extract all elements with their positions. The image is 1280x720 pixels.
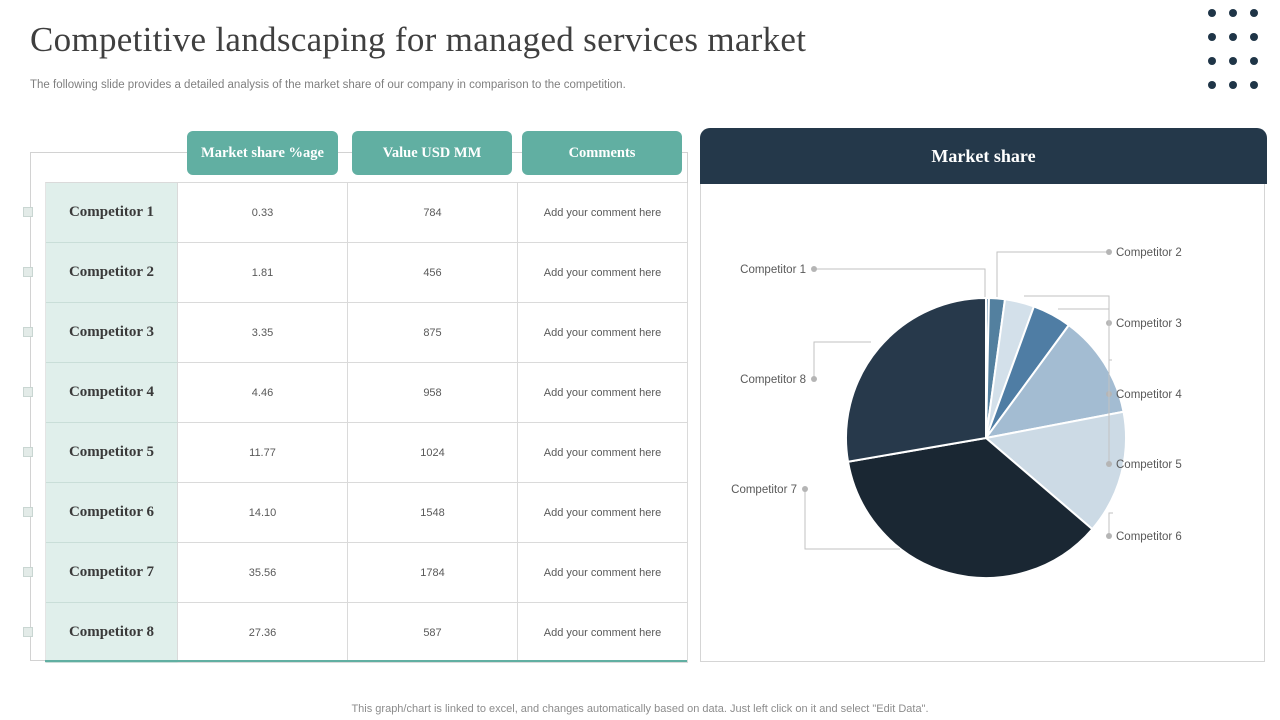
competitor-name-cell: Competitor 7 <box>46 543 178 603</box>
pie-chart[interactable]: Competitor 1 Competitor 2 Competitor 3 Comp… <box>701 129 1266 663</box>
pie-label: Competitor 2 <box>1116 247 1182 259</box>
comment-cell[interactable]: Add your comment here <box>518 243 688 303</box>
pie-label: Competitor 5 <box>1116 459 1182 471</box>
leader-line <box>814 268 986 297</box>
comment-cell[interactable]: Add your comment here <box>518 303 688 363</box>
comment-cell[interactable]: Add your comment here <box>518 543 688 603</box>
leader-line <box>996 251 1109 297</box>
pie-slice-competitor-7[interactable] <box>847 437 1094 579</box>
value-usd-cell: 1784 <box>348 543 518 603</box>
row-marker <box>23 327 33 337</box>
column-header-value-usd: Value USD MM <box>352 131 512 175</box>
row-marker <box>23 627 33 637</box>
comment-cell[interactable]: Add your comment here <box>518 423 688 483</box>
value-usd-cell: 784 <box>348 183 518 243</box>
market-share-cell: 4.46 <box>178 363 348 423</box>
market-share-cell: 11.77 <box>178 423 348 483</box>
market-share-chart-panel[interactable]: Competitor 1 Competitor 2 Competitor 3 Comp… <box>700 128 1267 663</box>
leader-dot <box>1106 249 1112 255</box>
row-marker <box>23 447 33 457</box>
pie-label: Competitor 8 <box>740 374 806 386</box>
market-share-cell: 14.10 <box>178 483 348 543</box>
table-bottom-accent <box>45 660 687 662</box>
pie-label: Competitor 7 <box>731 484 797 496</box>
row-marker <box>23 507 33 517</box>
value-usd-cell: 875 <box>348 303 518 363</box>
excel-link-note: This graph/chart is linked to excel, and… <box>351 703 929 715</box>
pie-label: Competitor 1 <box>740 264 806 276</box>
pie-slice-competitor-6[interactable] <box>985 410 1127 531</box>
decorative-dots-grid <box>1202 9 1264 89</box>
competitor-name-cell: Competitor 2 <box>46 243 178 303</box>
market-share-cell: 1.81 <box>178 243 348 303</box>
competitor-name-cell: Competitor 4 <box>46 363 178 423</box>
market-share-cell: 0.33 <box>178 183 348 243</box>
pie-label: Competitor 4 <box>1116 389 1182 401</box>
pie-slice-competitor-8[interactable] <box>845 297 987 463</box>
dot <box>1228 9 1237 17</box>
column-header-market-share: Market share %age <box>187 131 338 175</box>
pie-label: Competitor 3 <box>1116 318 1182 330</box>
page-title: Competitive landscaping for managed serv… <box>30 20 807 59</box>
row-marker <box>23 267 33 277</box>
dot <box>1249 81 1258 89</box>
row-marker <box>23 207 33 217</box>
leader-dot <box>802 486 808 492</box>
dot <box>1208 33 1217 41</box>
comment-cell[interactable]: Add your comment here <box>518 603 688 663</box>
leader-dot <box>811 266 817 272</box>
market-share-cell: 27.36 <box>178 603 348 663</box>
dot <box>1208 57 1217 65</box>
dot <box>1228 33 1237 41</box>
leader-line <box>813 341 871 379</box>
chart-title: Market share <box>931 145 1036 166</box>
market-share-cell: 35.56 <box>178 543 348 603</box>
dot <box>1249 9 1258 17</box>
dot <box>1249 33 1258 41</box>
competitor-name-cell: Competitor 3 <box>46 303 178 363</box>
value-usd-cell: 456 <box>348 243 518 303</box>
comment-cell[interactable]: Add your comment here <box>518 363 688 423</box>
leader-line <box>1108 512 1113 536</box>
value-usd-cell: 1548 <box>348 483 518 543</box>
value-usd-cell: 1024 <box>348 423 518 483</box>
comment-cell[interactable]: Add your comment here <box>518 483 688 543</box>
competitor-name-cell: Competitor 8 <box>46 603 178 663</box>
pie-slice-competitor-5[interactable] <box>985 324 1125 439</box>
row-marker <box>23 387 33 397</box>
dot <box>1228 57 1237 65</box>
leader-line <box>1108 359 1112 464</box>
comment-cell[interactable]: Add your comment here <box>518 183 688 243</box>
value-usd-cell: 958 <box>348 363 518 423</box>
dot <box>1249 57 1258 65</box>
leader-dot <box>1106 461 1112 467</box>
slide-subtitle: The following slide provides a detailed … <box>30 79 626 91</box>
leader-dot <box>811 376 817 382</box>
row-marker <box>23 567 33 577</box>
pie-label: Competitor 6 <box>1116 531 1182 543</box>
competitor-name-cell: Competitor 6 <box>46 483 178 543</box>
competitor-name-cell: Competitor 1 <box>46 183 178 243</box>
leader-dot <box>1106 533 1112 539</box>
leader-line <box>804 489 900 550</box>
value-usd-cell: 587 <box>348 603 518 663</box>
chart-title-bar: Market share <box>700 128 1267 184</box>
dot <box>1208 9 1217 17</box>
market-share-cell: 3.35 <box>178 303 348 363</box>
competitor-table: Competitor 1 0.33 784 Add your comment here… <box>45 182 688 663</box>
dot <box>1228 81 1237 89</box>
competitor-name-cell: Competitor 5 <box>46 423 178 483</box>
dot <box>1208 81 1217 89</box>
column-header-comments: Comments <box>522 131 682 175</box>
